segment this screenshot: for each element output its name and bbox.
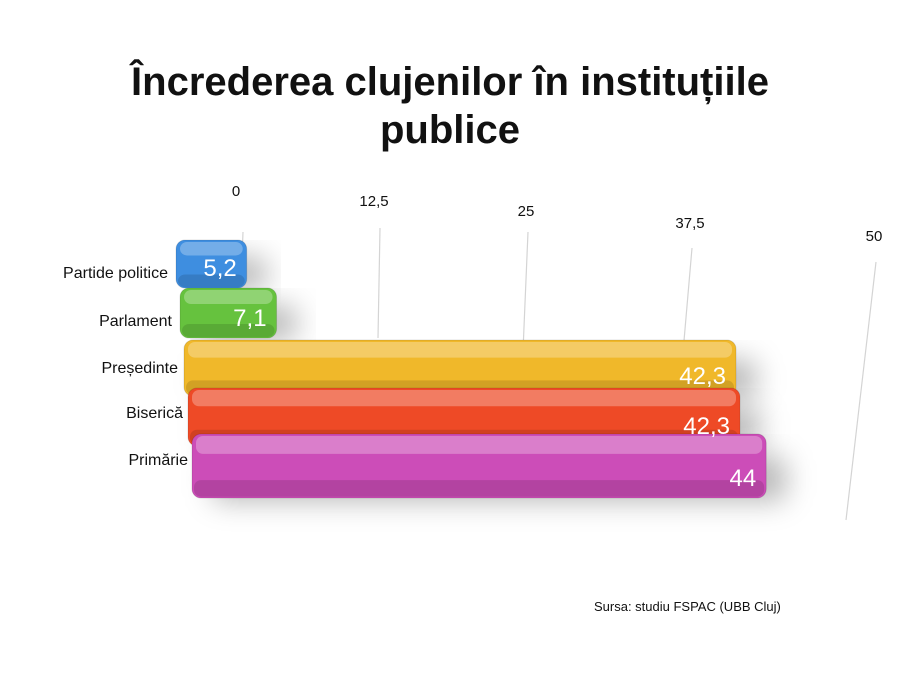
category-label: Parlament bbox=[99, 313, 172, 330]
gridline bbox=[377, 227, 381, 339]
category-label: Președinte bbox=[102, 360, 179, 377]
tick-label: 12,5 bbox=[359, 193, 388, 210]
value-label: 5,2 bbox=[203, 255, 236, 282]
bar-highlight bbox=[180, 242, 243, 256]
value-label: 44 bbox=[729, 465, 756, 492]
category-label: Biserică bbox=[126, 405, 183, 422]
chart-title: Încrederea clujenilor în instituțiile pu… bbox=[131, 60, 769, 152]
bar-underside bbox=[178, 274, 245, 288]
bar-highlight bbox=[196, 436, 763, 454]
value-label: 42,3 bbox=[679, 363, 726, 390]
value-label: 7,1 bbox=[233, 305, 266, 332]
bar bbox=[191, 433, 767, 499]
bar-highlight bbox=[184, 290, 273, 304]
tick-label: 25 bbox=[518, 203, 535, 220]
value-label: 42,3 bbox=[683, 413, 730, 440]
category-label: Partide politice bbox=[63, 265, 168, 282]
tick-label: 0 bbox=[232, 183, 240, 200]
gridline bbox=[845, 261, 877, 521]
bar-underside bbox=[182, 324, 275, 337]
source-note: Sursa: studiu FSPAC (UBB Cluj) bbox=[594, 599, 781, 614]
bar-underside bbox=[194, 480, 765, 497]
tick-label: 37,5 bbox=[675, 215, 704, 232]
tick-label: 50 bbox=[866, 228, 883, 245]
category-label: Primărie bbox=[128, 452, 188, 469]
bar-highlight bbox=[188, 342, 733, 358]
bar bbox=[179, 287, 278, 339]
bar-highlight bbox=[192, 390, 737, 407]
